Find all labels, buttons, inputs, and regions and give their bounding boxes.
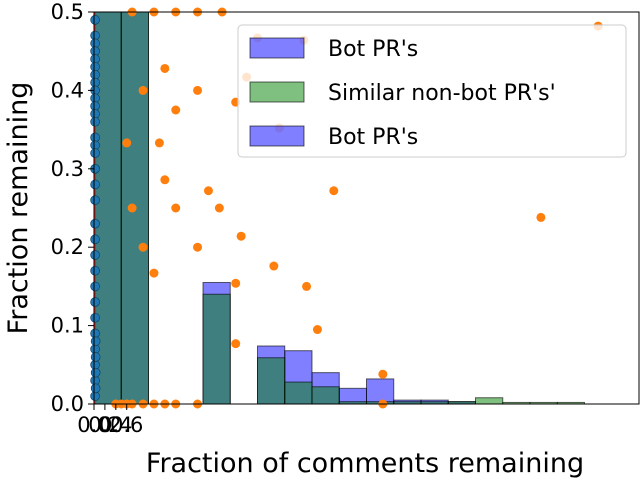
scatter-point xyxy=(160,175,170,185)
y-tick-label: 0.2 xyxy=(51,235,84,259)
scatter-point xyxy=(193,242,203,252)
legend-label: Bot PR's xyxy=(328,37,418,62)
scatter-point xyxy=(90,312,100,323)
legend-box xyxy=(237,24,627,158)
scatter-point xyxy=(171,203,181,213)
histogram-bar xyxy=(257,357,286,405)
scatter-point xyxy=(90,179,100,190)
legend-label: Bot PR's xyxy=(328,125,418,150)
scatter-point xyxy=(127,203,137,213)
scatter-point xyxy=(90,297,100,307)
histogram-bar xyxy=(475,397,504,405)
y-tick-label: 0.0 xyxy=(51,392,84,416)
scatter-point xyxy=(90,367,101,378)
histogram-bars xyxy=(93,11,585,405)
scatter-point xyxy=(138,242,148,252)
y-tick-label: 0.5 xyxy=(51,0,84,24)
legend: Bot PR's Similar non-bot PR's' Bot PR's xyxy=(237,24,627,158)
ticks: 0.00.10.20.30.40.50.00.20.40.6 xyxy=(51,0,144,437)
scatter-point xyxy=(193,85,203,95)
y-axis-title: Fraction remaining xyxy=(3,82,34,335)
scatter-point xyxy=(236,231,246,241)
scatter-point xyxy=(122,138,132,148)
scatter-point xyxy=(154,138,164,148)
scatter-point xyxy=(160,63,170,73)
scatter-point xyxy=(90,148,100,158)
y-tick-label: 0.1 xyxy=(51,314,84,338)
scatter-point xyxy=(138,85,148,95)
scatter-point xyxy=(90,281,100,292)
x-tick-label: 0.6 xyxy=(110,413,143,437)
legend-label: Similar non-bot PR's' xyxy=(328,81,556,106)
scatter-point xyxy=(378,369,388,379)
scatter-point xyxy=(302,281,312,291)
scatter-point xyxy=(90,234,100,245)
legend-swatch xyxy=(249,37,305,59)
x-tick-label: 0.0 xyxy=(77,413,110,437)
y-tick-label: 0.3 xyxy=(51,157,84,181)
scatter-point xyxy=(214,203,224,213)
scatter-point xyxy=(329,186,339,196)
histogram-bar xyxy=(284,381,313,405)
x-tick-label: 0.4 xyxy=(99,413,132,437)
scatter-point xyxy=(90,265,100,276)
scatter-point xyxy=(536,212,546,222)
histogram-bar xyxy=(202,293,231,405)
x-axis-title: Fraction of comments remaining xyxy=(146,448,584,479)
legend-swatch xyxy=(249,81,305,103)
scatter-point xyxy=(90,116,100,127)
scatter-point xyxy=(231,278,241,288)
scatter-point xyxy=(90,352,101,362)
scatter-point xyxy=(90,383,101,394)
axes xyxy=(93,11,640,405)
scatter-point xyxy=(90,15,100,25)
x-tick-label: 0.2 xyxy=(88,413,121,437)
scatter-point xyxy=(90,218,100,229)
scatter-point xyxy=(90,195,100,205)
scatter-point xyxy=(203,186,213,196)
scatter-point xyxy=(149,268,159,278)
scatter-point xyxy=(90,336,101,347)
scatter-point xyxy=(312,325,322,335)
scatter-point xyxy=(90,250,100,260)
legend-swatch xyxy=(249,125,305,147)
plot-area-frame xyxy=(93,11,640,405)
histogram-bar xyxy=(311,386,340,405)
y-tick-label: 0.4 xyxy=(51,78,84,102)
histogram-bar xyxy=(366,378,395,405)
scatter-point xyxy=(231,339,241,349)
scatter-point xyxy=(269,261,279,271)
scatter-point xyxy=(171,105,181,115)
